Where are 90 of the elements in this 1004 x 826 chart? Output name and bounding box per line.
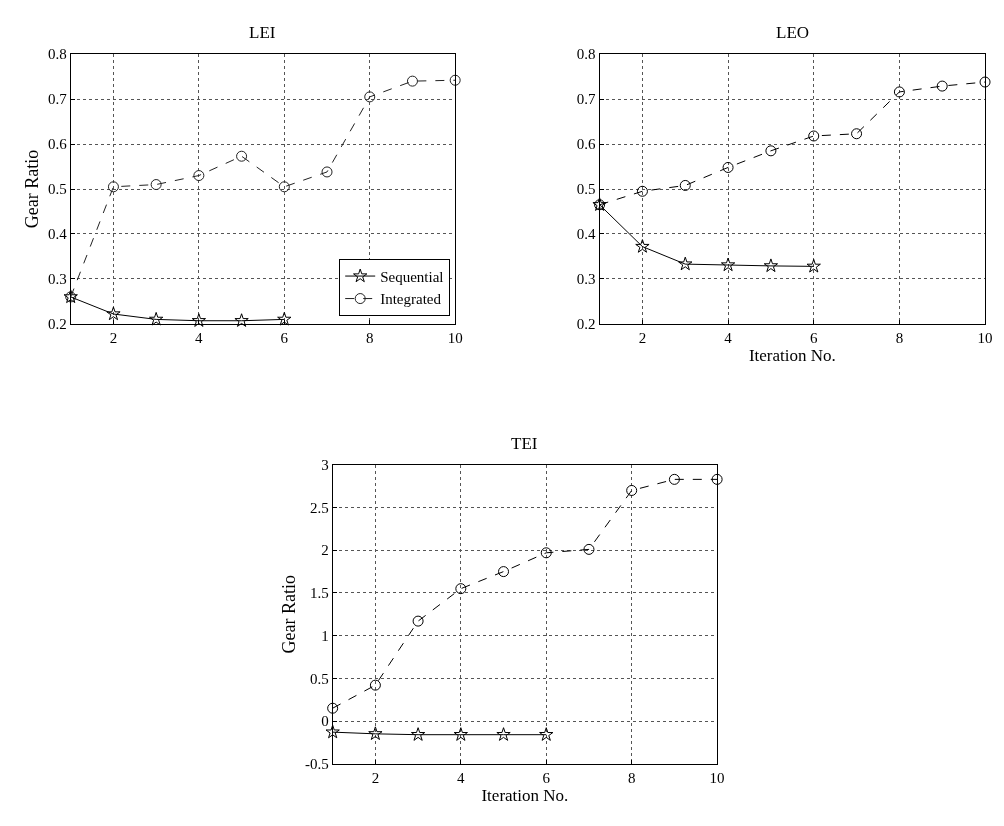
point xyxy=(278,181,290,193)
point xyxy=(496,727,511,741)
point xyxy=(539,727,554,741)
point xyxy=(806,258,821,273)
point xyxy=(720,257,736,272)
x-axis-title: Iteration No. xyxy=(481,786,569,806)
point xyxy=(406,75,418,87)
point xyxy=(234,313,249,327)
y-tick-label: 0.5 xyxy=(47,181,67,198)
point xyxy=(626,484,638,496)
point xyxy=(936,80,948,92)
y-tick-label: 0 xyxy=(321,713,329,730)
point xyxy=(893,86,905,98)
point xyxy=(636,185,648,197)
y-tick-label: 1.5 xyxy=(309,585,329,602)
point xyxy=(498,566,510,578)
y-tick-label: 0.8 xyxy=(576,46,596,63)
x-tick-label: 4 xyxy=(724,329,733,346)
x-tick-label: 8 xyxy=(895,329,904,346)
point xyxy=(540,547,552,559)
x-tick-label: 6 xyxy=(542,769,551,786)
point xyxy=(191,313,207,327)
point xyxy=(325,724,340,739)
point xyxy=(193,170,205,182)
y-tick-label: 0.4 xyxy=(47,226,68,243)
chart-title: LEI xyxy=(249,23,276,42)
x-tick-label: 4 xyxy=(195,329,204,346)
point xyxy=(679,179,691,191)
point xyxy=(979,76,991,88)
point xyxy=(635,239,650,253)
point xyxy=(364,91,376,103)
x-tick-label: 8 xyxy=(627,769,636,786)
point xyxy=(453,727,468,741)
y-tick-label: 1 xyxy=(321,627,329,644)
y-tick-label: 0.2 xyxy=(576,316,596,333)
y-tick-label: 0.5 xyxy=(309,670,329,687)
point xyxy=(583,543,595,555)
point xyxy=(678,256,693,271)
x-tick-label: 6 xyxy=(809,329,818,346)
point xyxy=(668,473,680,485)
point xyxy=(150,179,162,191)
y-axis-title: Gear Ratio xyxy=(279,575,300,654)
legend-label: Integrated xyxy=(380,291,442,308)
point xyxy=(851,128,863,140)
point xyxy=(808,130,820,142)
y-tick-label: -0.5 xyxy=(304,755,329,772)
y-tick-label: 0.6 xyxy=(47,136,68,153)
y-tick-label: 0.4 xyxy=(576,226,597,243)
point xyxy=(711,473,723,485)
point xyxy=(107,181,119,193)
x-tick-label: 2 xyxy=(638,329,647,346)
point xyxy=(412,615,424,627)
y-tick-label: 3 xyxy=(321,457,329,474)
y-tick-label: 2.5 xyxy=(309,499,329,516)
point xyxy=(236,150,248,162)
x-tick-label: 10 xyxy=(709,769,725,786)
point xyxy=(368,726,383,740)
point xyxy=(410,727,426,741)
point xyxy=(106,306,121,321)
x-tick-label: 2 xyxy=(109,329,118,346)
point xyxy=(327,702,339,714)
y-tick-label: 0.2 xyxy=(47,316,67,333)
y-tick-label: 0.6 xyxy=(576,136,597,153)
y-tick-label: 0.3 xyxy=(47,271,67,288)
point xyxy=(449,74,461,86)
y-tick-label: 0.7 xyxy=(576,91,597,108)
legend-label: Sequential xyxy=(380,268,444,285)
point xyxy=(455,583,467,595)
x-tick-label: 8 xyxy=(365,329,374,346)
point xyxy=(277,311,292,326)
point xyxy=(722,161,734,173)
y-tick-label: 0.8 xyxy=(47,46,67,63)
point xyxy=(321,166,333,178)
x-tick-label: 6 xyxy=(280,329,289,346)
y-tick-label: 0.3 xyxy=(576,271,596,288)
y-tick-label: 0.7 xyxy=(47,91,68,108)
y-tick-label: 0.5 xyxy=(576,181,596,198)
point xyxy=(765,145,777,157)
x-axis-title: Iteration No. xyxy=(748,346,836,366)
point xyxy=(148,311,164,326)
x-tick-label: 10 xyxy=(447,329,463,346)
x-tick-label: 4 xyxy=(457,769,466,786)
x-tick-label: 10 xyxy=(977,329,993,346)
chart-title: TEI xyxy=(511,434,538,453)
chart-title: LEO xyxy=(776,23,810,42)
point xyxy=(369,679,381,691)
y-tick-label: 2 xyxy=(321,542,329,559)
point xyxy=(763,258,779,273)
x-tick-label: 2 xyxy=(371,769,380,786)
y-axis-title: Gear Ratio xyxy=(22,149,43,229)
